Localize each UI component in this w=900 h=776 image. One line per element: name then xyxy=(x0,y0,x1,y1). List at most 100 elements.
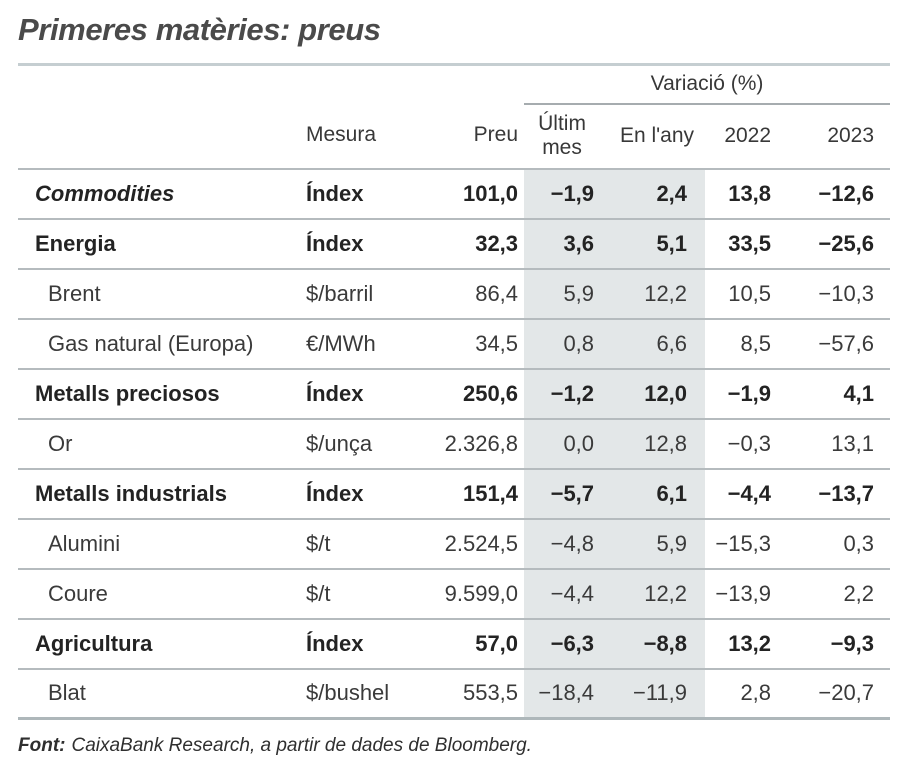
row-en-lany: 2,4 xyxy=(600,168,706,219)
row-preu: 32,3 xyxy=(475,230,519,256)
row-name: Alumini xyxy=(48,530,121,556)
row-mesura: Índex xyxy=(306,380,364,406)
col-header-2023: 2023 xyxy=(827,123,875,147)
table-row: Metalls preciosos Índex 250,6 −1,2 12,0 … xyxy=(18,368,891,419)
column-header-row: Mesura Preu Últim mes En l'any 2022 2023 xyxy=(18,104,890,169)
commodity-prices-table: Variació (%) Mesura Preu Últim mes En l'… xyxy=(18,63,891,720)
row-2023: −12,6 xyxy=(818,180,875,206)
row-2022: 13,8 xyxy=(728,180,772,206)
row-name: Commodities xyxy=(35,180,175,206)
col-header-en-lany: En l'any xyxy=(619,123,695,147)
row-preu: 57,0 xyxy=(475,630,519,656)
source-note: Font: CaixaBank Research, a partir de dad… xyxy=(18,734,890,758)
row-preu: 86,4 xyxy=(475,280,519,306)
table-row: Agricultura Índex 57,0 −6,3 −8,8 13,2 −9… xyxy=(18,618,891,669)
row-ultim-mes: −1,9 xyxy=(524,168,601,219)
variacio-group-row: Variació (%) xyxy=(18,64,891,105)
row-2022: −0,3 xyxy=(727,430,772,456)
row-2022: 2,8 xyxy=(740,680,772,706)
table-row: Metalls industrials Índex 151,4 −5,7 6,1… xyxy=(18,468,891,519)
row-2022: −1,9 xyxy=(727,380,772,406)
row-mesura: $/t xyxy=(306,530,331,556)
row-ultim-mes: 5,9 xyxy=(524,268,601,319)
row-mesura: $/barril xyxy=(306,280,374,306)
row-2023: −10,3 xyxy=(818,280,875,306)
row-2023: −13,7 xyxy=(818,480,875,506)
row-ultim-mes: −1,2 xyxy=(524,368,601,419)
row-ultim-mes: −5,7 xyxy=(524,468,601,519)
row-2022: 13,2 xyxy=(728,630,772,656)
row-ultim-mes: −4,8 xyxy=(524,518,601,569)
row-mesura: $/t xyxy=(306,580,331,606)
row-ultim-mes: −4,4 xyxy=(524,568,601,619)
row-en-lany: −8,8 xyxy=(600,618,706,669)
page-title: Primeres matèries: preus xyxy=(18,12,381,47)
row-2023: 4,1 xyxy=(843,380,875,406)
table-row: Energia Índex 32,3 3,6 5,1 33,5 −25,6 xyxy=(18,218,891,269)
table-row: Blat $/bushel 553,5 −18,4 −11,9 2,8 −20,… xyxy=(18,668,891,719)
source-text: CaixaBank Research, a partir de dades de… xyxy=(71,735,532,756)
row-2022: −15,3 xyxy=(715,530,772,556)
row-2022: 33,5 xyxy=(728,230,772,256)
table-row: Alumini $/t 2.524,5 −4,8 5,9 −15,3 0,3 xyxy=(18,518,891,569)
row-en-lany: 6,6 xyxy=(600,318,706,369)
source-label: Font: xyxy=(18,735,66,756)
row-mesura: €/MWh xyxy=(306,330,376,356)
row-2022: 10,5 xyxy=(728,280,772,306)
row-name: Or xyxy=(48,430,73,456)
row-en-lany: −11,9 xyxy=(600,668,706,719)
table-body: Commodities Índex 101,0 −1,9 2,4 13,8 −1… xyxy=(18,168,891,719)
row-ultim-mes: 0,0 xyxy=(524,418,601,469)
row-name: Metalls industrials xyxy=(35,480,227,506)
col-header-mesura: Mesura xyxy=(306,123,377,147)
row-en-lany: 6,1 xyxy=(600,468,706,519)
row-preu: 553,5 xyxy=(462,680,519,706)
row-2023: −57,6 xyxy=(818,330,875,356)
row-2023: −20,7 xyxy=(818,680,875,706)
row-ultim-mes: −18,4 xyxy=(524,668,601,719)
row-name: Agricultura xyxy=(35,630,153,656)
header-spacer xyxy=(18,65,524,104)
col-header-2022: 2022 xyxy=(724,123,772,147)
row-name: Blat xyxy=(48,680,86,706)
row-name: Coure xyxy=(48,580,108,606)
row-en-lany: 12,8 xyxy=(600,418,706,469)
row-preu: 2.524,5 xyxy=(444,530,519,556)
row-preu: 34,5 xyxy=(475,330,519,356)
row-name: Gas natural (Europa) xyxy=(48,330,254,356)
row-mesura: $/unça xyxy=(306,430,373,456)
row-2022: 8,5 xyxy=(740,330,772,356)
row-preu: 101,0 xyxy=(462,180,519,206)
row-ultim-mes: 0,8 xyxy=(524,318,601,369)
table-row: Or $/unça 2.326,8 0,0 12,8 −0,3 13,1 xyxy=(18,418,891,469)
row-mesura: Índex xyxy=(306,480,364,506)
table-row: Commodities Índex 101,0 −1,9 2,4 13,8 −1… xyxy=(18,168,891,219)
col-header-preu: Preu xyxy=(473,123,519,147)
table-header: Variació (%) Mesura Preu Últim mes En l'… xyxy=(18,64,891,169)
row-preu: 2.326,8 xyxy=(444,430,519,456)
row-en-lany: 12,2 xyxy=(600,268,706,319)
row-mesura: Índex xyxy=(306,630,364,656)
row-2023: −25,6 xyxy=(818,230,875,256)
row-preu: 9.599,0 xyxy=(444,580,519,606)
table-row: Coure $/t 9.599,0 −4,4 12,2 −13,9 2,2 xyxy=(18,568,891,619)
row-ultim-mes: −6,3 xyxy=(524,618,601,669)
row-mesura: Índex xyxy=(306,230,364,256)
row-en-lany: 5,9 xyxy=(600,518,706,569)
variacio-group-header: Variació (%) xyxy=(524,64,891,105)
col-header-name xyxy=(18,104,305,169)
row-2023: −9,3 xyxy=(830,630,875,656)
row-name: Brent xyxy=(48,280,101,306)
row-2023: 0,3 xyxy=(843,530,875,556)
row-preu: 250,6 xyxy=(462,380,519,406)
row-en-lany: 12,2 xyxy=(600,568,706,619)
table-row: Brent $/barril 86,4 5,9 12,2 10,5 −10,3 xyxy=(18,268,891,319)
row-2022: −13,9 xyxy=(715,580,772,606)
row-mesura: Índex xyxy=(306,180,364,206)
row-2023: 2,2 xyxy=(843,580,875,606)
row-mesura: $/bushel xyxy=(306,680,390,706)
row-en-lany: 12,0 xyxy=(600,368,706,419)
row-en-lany: 5,1 xyxy=(600,218,706,269)
row-ultim-mes: 3,6 xyxy=(524,218,601,269)
